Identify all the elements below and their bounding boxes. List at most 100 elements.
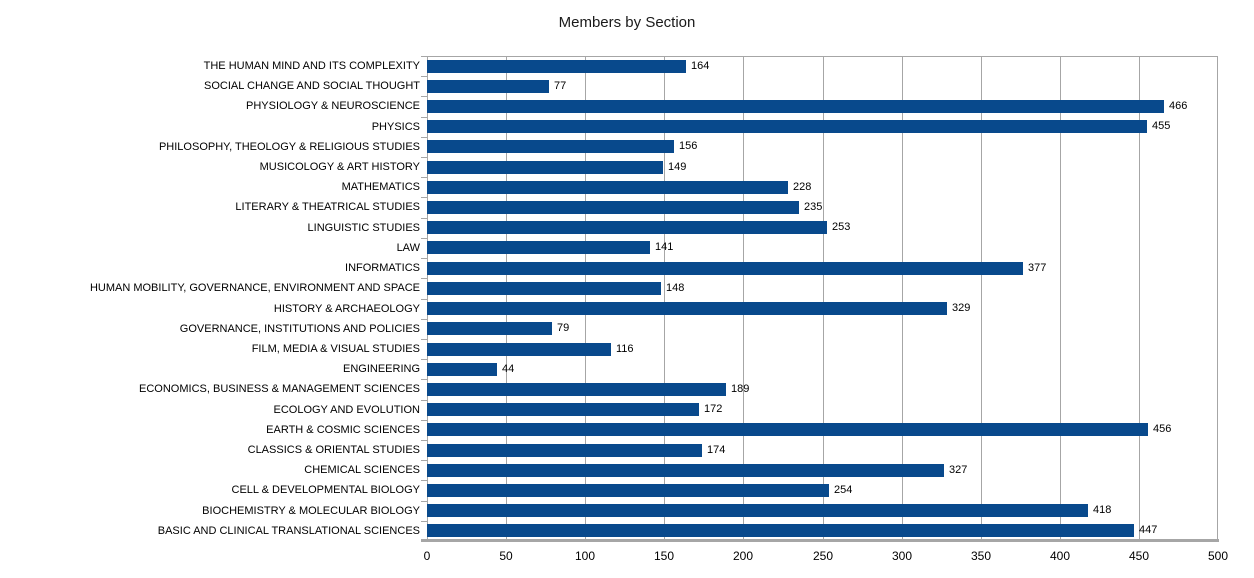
- category-tick: [421, 56, 427, 57]
- value-label: 329: [952, 302, 971, 314]
- x-tick-label: 200: [732, 549, 754, 563]
- category-label: PHYSIOLOGY & NEUROSCIENCE: [245, 100, 420, 112]
- gridline: [1060, 56, 1061, 541]
- category-label: SOCIAL CHANGE AND SOCIAL THOUGHT: [204, 80, 420, 92]
- category-label: GOVERNANCE, INSTITUTIONS AND POLICIES: [179, 323, 420, 335]
- value-label: 253: [832, 221, 851, 233]
- bar: [427, 464, 944, 477]
- bar: [427, 343, 611, 356]
- bar: [427, 262, 1023, 275]
- category-tick: [421, 420, 427, 421]
- gridline: [743, 56, 744, 541]
- category-tick: [421, 400, 427, 401]
- category-tick: [421, 218, 427, 219]
- category-tick: [421, 359, 427, 360]
- value-label: 44: [502, 363, 515, 375]
- value-label: 141: [655, 241, 674, 253]
- x-tick-label: 100: [574, 549, 596, 563]
- category-label: ENGINEERING: [342, 363, 420, 375]
- value-label: 456: [1153, 423, 1172, 435]
- category-tick: [421, 137, 427, 138]
- gridline: [664, 56, 665, 541]
- category-label: CLASSICS & ORIENTAL STUDIES: [247, 444, 420, 456]
- x-tick-label: 450: [1128, 549, 1150, 563]
- category-label: MATHEMATICS: [341, 181, 420, 193]
- bar: [427, 221, 827, 234]
- value-label: 455: [1152, 120, 1171, 132]
- bar: [427, 140, 674, 153]
- bar: [427, 161, 663, 174]
- category-tick: [421, 480, 427, 481]
- bar: [427, 383, 726, 396]
- bar: [427, 322, 552, 335]
- category-tick: [421, 278, 427, 279]
- category-label: ECOLOGY AND EVOLUTION: [273, 404, 420, 416]
- x-tick-label: 150: [653, 549, 675, 563]
- value-label: 466: [1169, 100, 1188, 112]
- x-tick-label: 500: [1207, 549, 1229, 563]
- value-label: 174: [707, 444, 726, 456]
- bar: [427, 403, 699, 416]
- category-tick: [421, 238, 427, 239]
- category-tick: [421, 521, 427, 522]
- bar: [427, 60, 686, 73]
- value-label: 189: [731, 383, 750, 395]
- value-label: 235: [804, 201, 823, 213]
- category-label: PHILOSOPHY, THEOLOGY & RELIGIOUS STUDIES: [158, 141, 420, 153]
- category-label: HUMAN MOBILITY, GOVERNANCE, ENVIRONMENT …: [89, 282, 420, 294]
- bar: [427, 181, 788, 194]
- bar: [427, 241, 650, 254]
- category-label: PHYSICS: [371, 121, 420, 133]
- category-tick: [421, 440, 427, 441]
- bar: [427, 302, 947, 315]
- gridline: [902, 56, 903, 541]
- category-label: LAW: [396, 242, 420, 254]
- category-label: INFORMATICS: [345, 262, 420, 274]
- category-label: THE HUMAN MIND AND ITS COMPLEXITY: [203, 60, 420, 72]
- bar: [427, 524, 1134, 537]
- category-tick: [421, 299, 427, 300]
- x-tick-label: 400: [1049, 549, 1071, 563]
- value-label: 327: [949, 464, 968, 476]
- x-tick-label: 0: [423, 549, 431, 563]
- gridline: [1139, 56, 1140, 541]
- value-label: 149: [668, 161, 687, 173]
- value-label: 418: [1093, 504, 1112, 516]
- value-label: 447: [1139, 524, 1158, 536]
- x-tick-label: 50: [499, 549, 513, 563]
- bar: [427, 484, 829, 497]
- category-tick: [421, 177, 427, 178]
- category-label: ECONOMICS, BUSINESS & MANAGEMENT SCIENCE…: [139, 383, 420, 395]
- value-label: 77: [554, 80, 567, 92]
- bar: [427, 120, 1147, 133]
- bar: [427, 201, 799, 214]
- category-label: FILM, MEDIA & VISUAL STUDIES: [251, 343, 420, 355]
- category-label: BASIC AND CLINICAL TRANSLATIONAL SCIENCE…: [157, 525, 420, 537]
- category-tick: [421, 157, 427, 158]
- bar: [427, 80, 549, 93]
- gridline: [506, 56, 507, 541]
- category-tick: [421, 76, 427, 77]
- value-label: 377: [1028, 262, 1047, 274]
- category-tick: [421, 96, 427, 97]
- bar: [427, 444, 702, 457]
- category-label: MUSICOLOGY & ART HISTORY: [259, 161, 420, 173]
- value-label: 254: [834, 484, 853, 496]
- x-tick-label: 300: [891, 549, 913, 563]
- category-label: BIOCHEMISTRY & MOLECULAR BIOLOGY: [202, 505, 420, 517]
- category-tick: [421, 319, 427, 320]
- chart-title: Members by Section: [558, 14, 696, 31]
- bar: [427, 423, 1148, 436]
- x-tick-label: 350: [970, 549, 992, 563]
- category-tick: [421, 258, 427, 259]
- value-label: 156: [679, 140, 698, 152]
- category-label: LITERARY & THEATRICAL STUDIES: [235, 201, 420, 213]
- bar: [427, 504, 1088, 517]
- value-label: 172: [704, 403, 723, 415]
- gridline: [585, 56, 586, 541]
- bar: [427, 100, 1164, 113]
- category-tick: [421, 117, 427, 118]
- category-tick: [421, 501, 427, 502]
- value-label: 148: [666, 282, 685, 294]
